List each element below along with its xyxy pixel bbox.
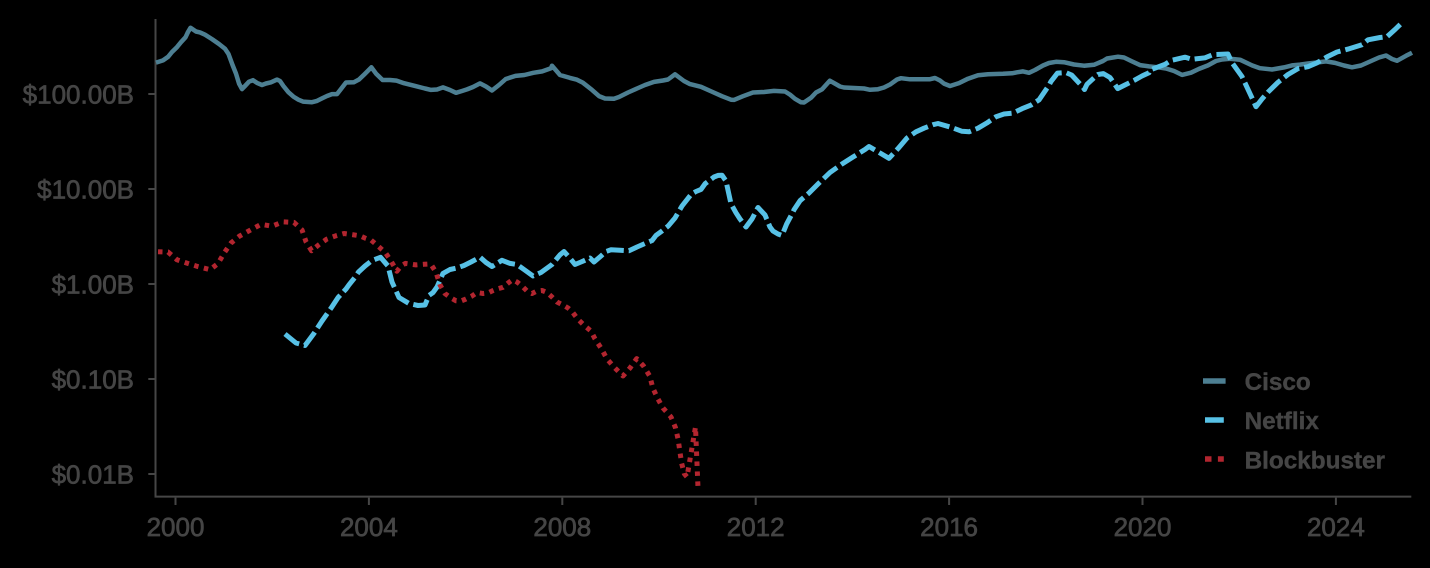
svg-text:2000: 2000 <box>147 512 205 542</box>
svg-text:2008: 2008 <box>533 512 591 542</box>
svg-text:$0.10B: $0.10B <box>52 364 134 394</box>
svg-text:2012: 2012 <box>727 512 785 542</box>
svg-text:$0.01B: $0.01B <box>52 459 134 489</box>
svg-text:Netflix: Netflix <box>1245 408 1320 435</box>
svg-text:$1.00B: $1.00B <box>52 269 134 299</box>
svg-text:Cisco: Cisco <box>1245 369 1311 396</box>
svg-text:$10.00B: $10.00B <box>37 174 134 204</box>
svg-text:Blockbuster: Blockbuster <box>1245 447 1386 474</box>
svg-text:2004: 2004 <box>340 512 398 542</box>
svg-text:2016: 2016 <box>920 512 978 542</box>
svg-text:2024: 2024 <box>1307 512 1365 542</box>
svg-text:2020: 2020 <box>1114 512 1172 542</box>
svg-text:$100.00B: $100.00B <box>23 79 134 109</box>
